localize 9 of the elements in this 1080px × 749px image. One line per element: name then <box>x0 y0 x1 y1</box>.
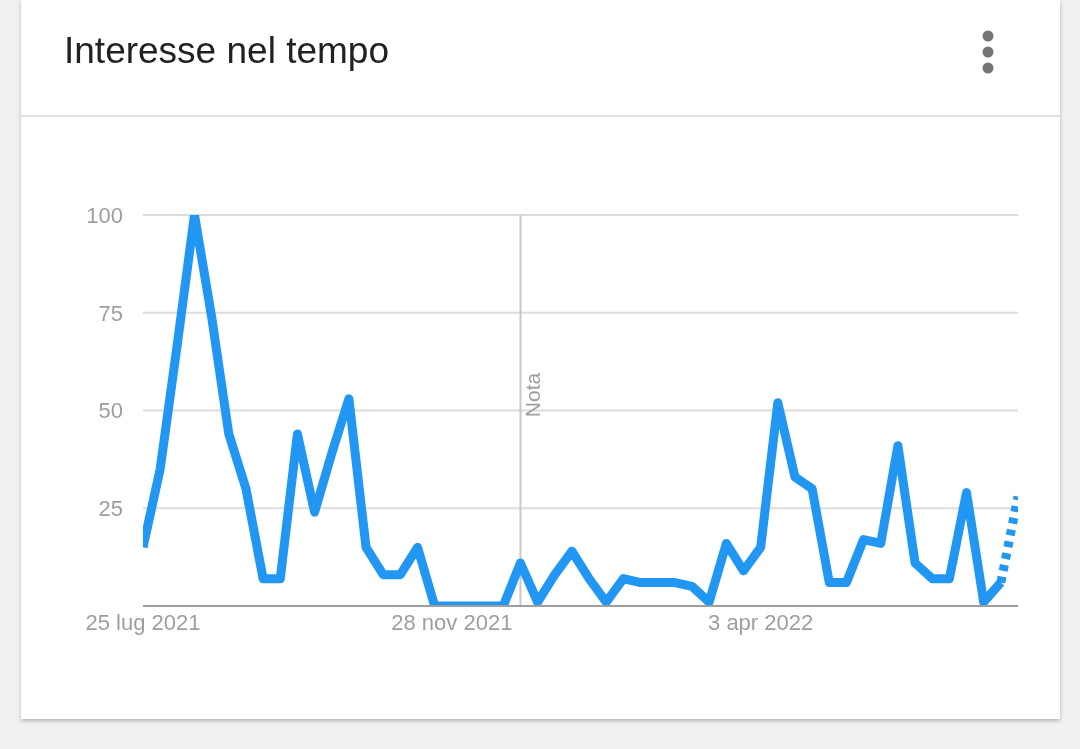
ref-line-label: Nota <box>521 372 545 418</box>
y-tick-label: 100 <box>86 202 123 228</box>
x-tick-label: 25 lug 2021 <box>85 609 201 635</box>
chart-title: Interesse nel tempo <box>64 30 389 72</box>
x-tick-label: 3 apr 2022 <box>708 609 814 635</box>
y-tick-label: 75 <box>98 300 123 326</box>
x-tick-label: 28 nov 2021 <box>391 609 513 635</box>
y-tick-label: 25 <box>98 496 123 522</box>
y-tick-label: 50 <box>98 398 123 424</box>
